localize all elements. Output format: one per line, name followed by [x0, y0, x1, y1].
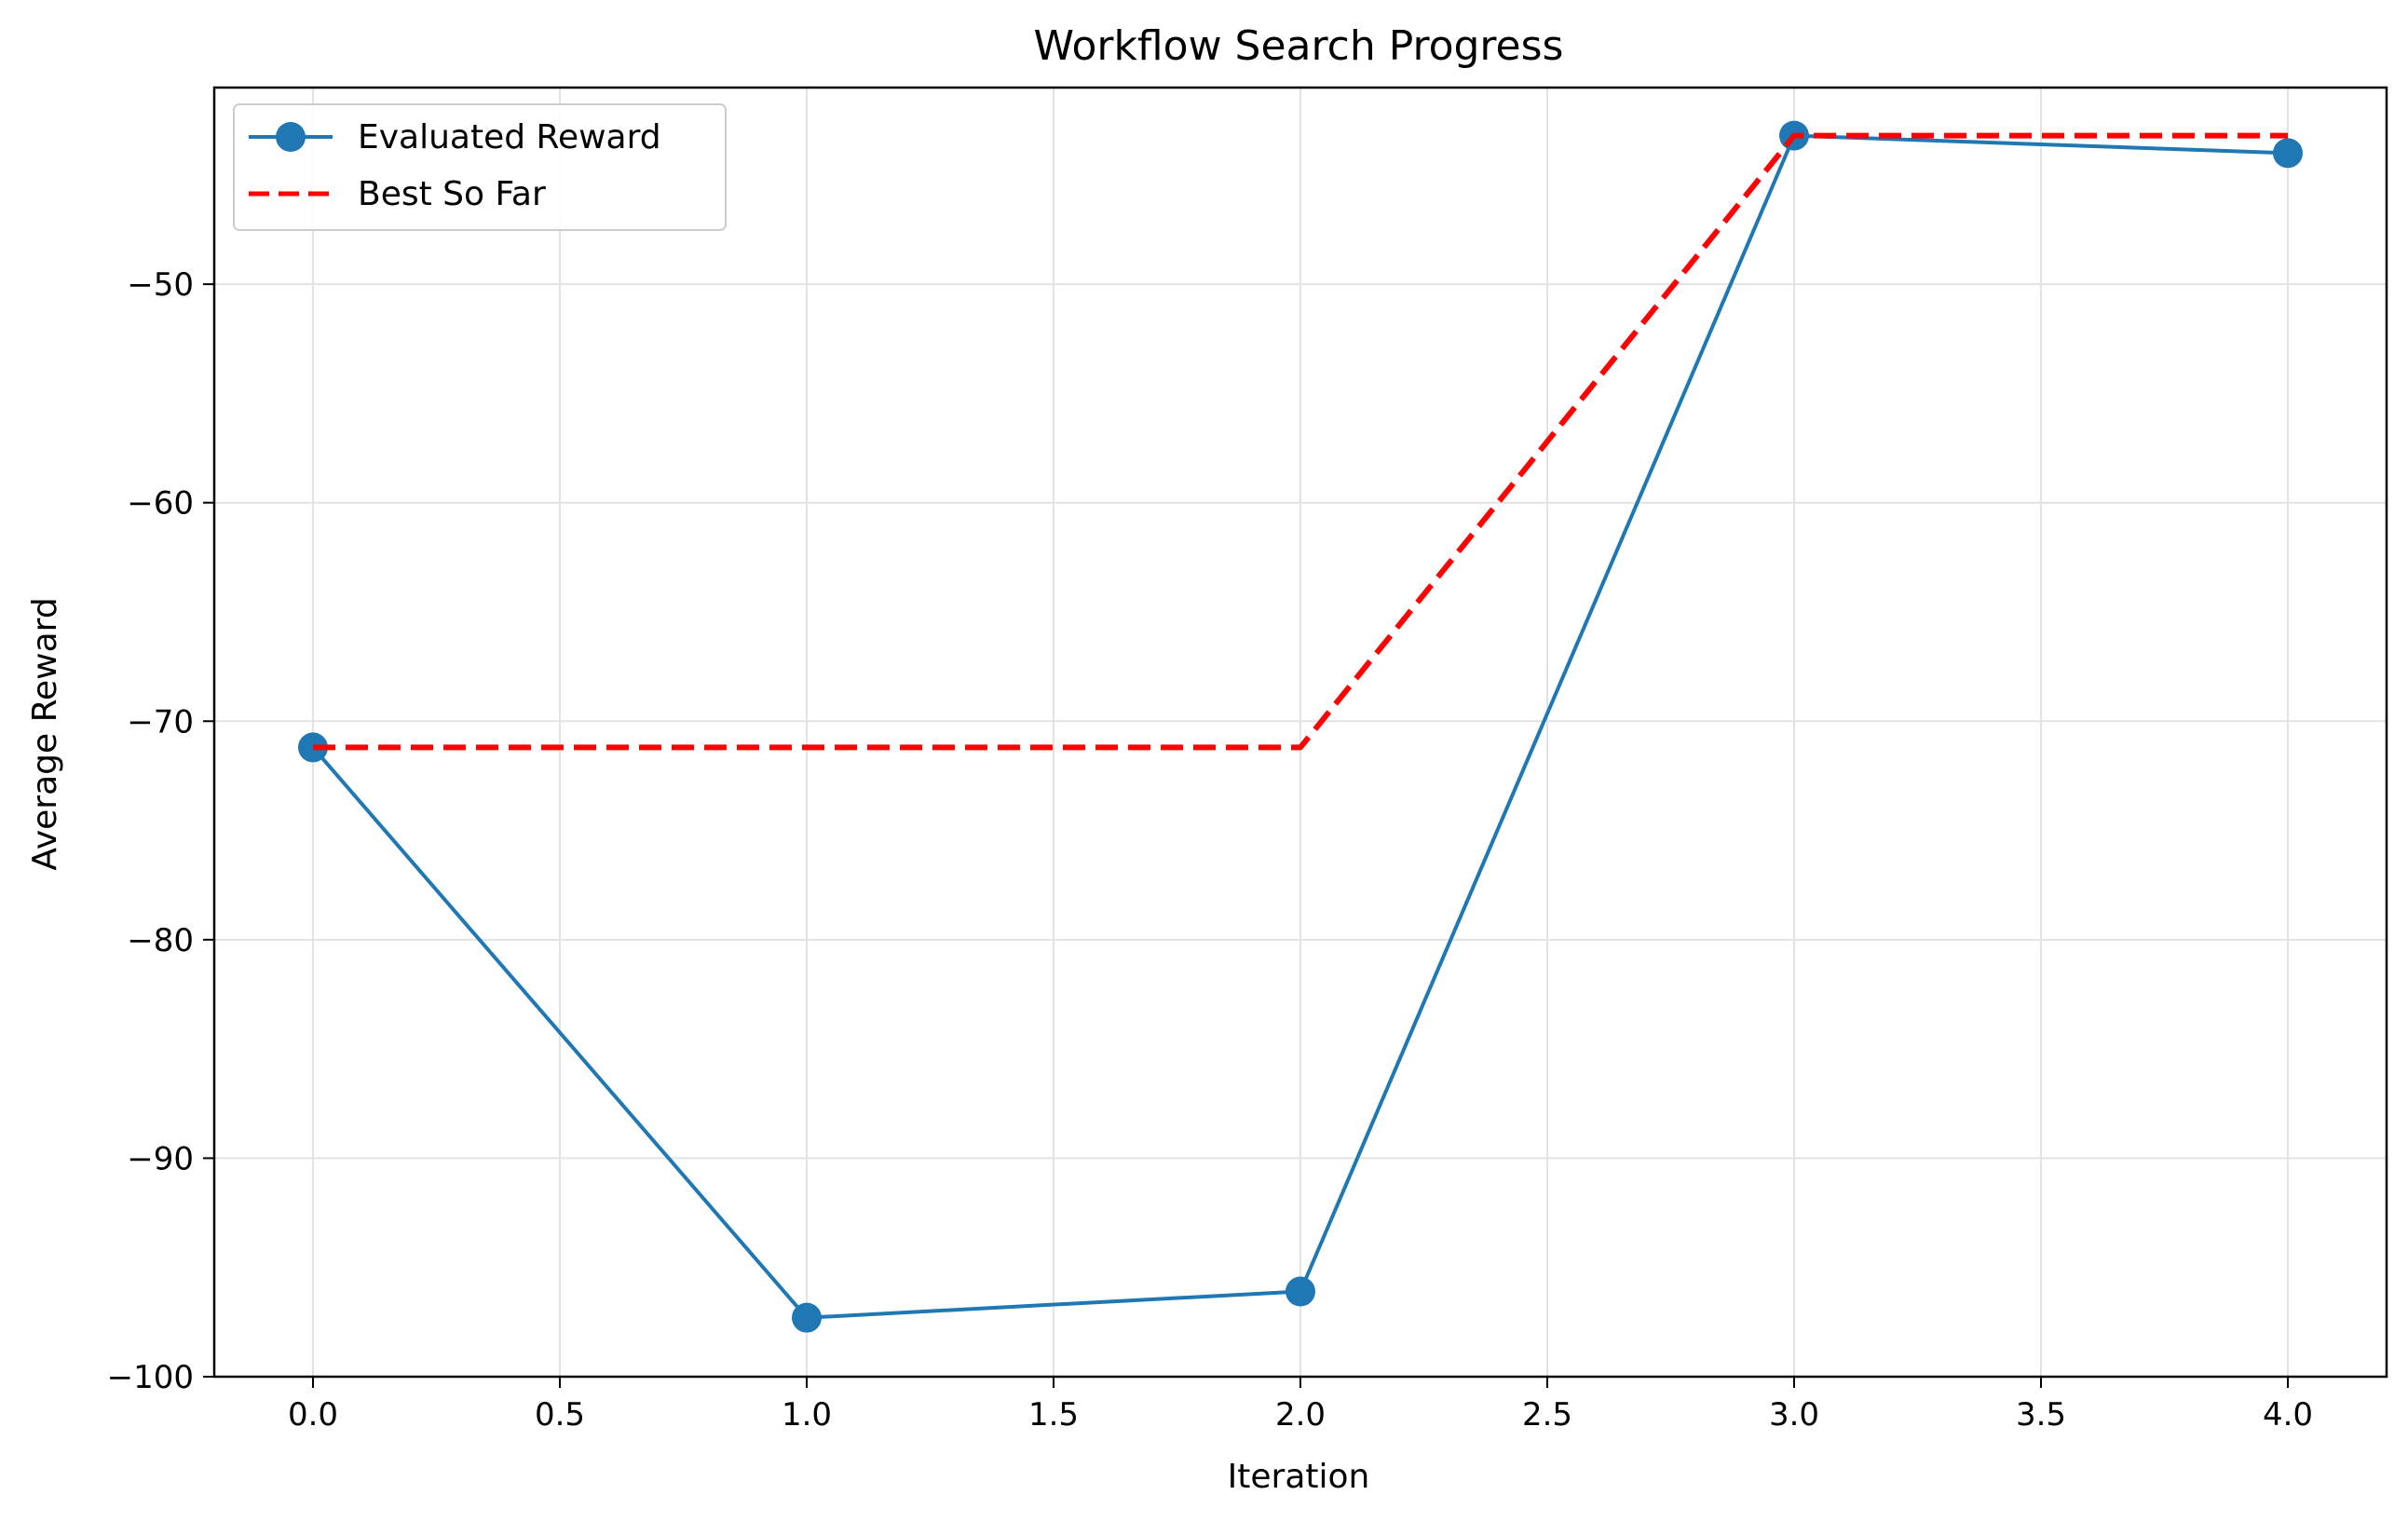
x-tick-label: 0.0 — [288, 1396, 338, 1434]
legend-label-evaluated-reward: Evaluated Reward — [358, 118, 661, 156]
series-line-best-so-far — [313, 132, 2288, 751]
data-point-evaluated-reward — [2273, 138, 2303, 169]
y-tick-label: −50 — [127, 266, 194, 304]
chart-title: Workflow Search Progress — [1034, 22, 1564, 70]
x-tick-label: 1.0 — [782, 1396, 832, 1434]
x-tick-label: 3.5 — [2016, 1396, 2066, 1434]
x-tick-label: 3.0 — [1769, 1396, 1819, 1434]
legend: Evaluated Reward Best So Far — [233, 103, 727, 231]
legend-marker-evaluated-reward — [276, 122, 306, 152]
y-tick-label: −100 — [107, 1359, 194, 1396]
series-layer — [298, 120, 2303, 1333]
x-tick-label: 2.0 — [1275, 1396, 1326, 1434]
x-tick-label: 4.0 — [2263, 1396, 2313, 1434]
y-tick-label: −60 — [127, 485, 194, 523]
legend-box — [233, 103, 727, 231]
y-tick-label: −80 — [127, 922, 194, 959]
x-tick-label: 0.5 — [535, 1396, 585, 1434]
x-tick-label: 2.5 — [1522, 1396, 1572, 1434]
y-axis-label: Average Reward — [26, 597, 64, 870]
x-tick-label: 1.5 — [1028, 1396, 1079, 1434]
data-point-evaluated-reward — [1286, 1276, 1315, 1307]
legend-label-best-so-far: Best So Far — [358, 175, 546, 213]
y-tick-label: −90 — [127, 1140, 194, 1177]
y-tick-label: −70 — [127, 703, 194, 741]
ticks: 0.0 0.5 1.0 1.5 2.0 2.5 3.0 3.5 4.0 −100 −90 −80 −70… — [107, 266, 2313, 1434]
data-point-evaluated-reward — [792, 1302, 822, 1333]
x-axis-label: Iteration — [1228, 1458, 1370, 1496]
